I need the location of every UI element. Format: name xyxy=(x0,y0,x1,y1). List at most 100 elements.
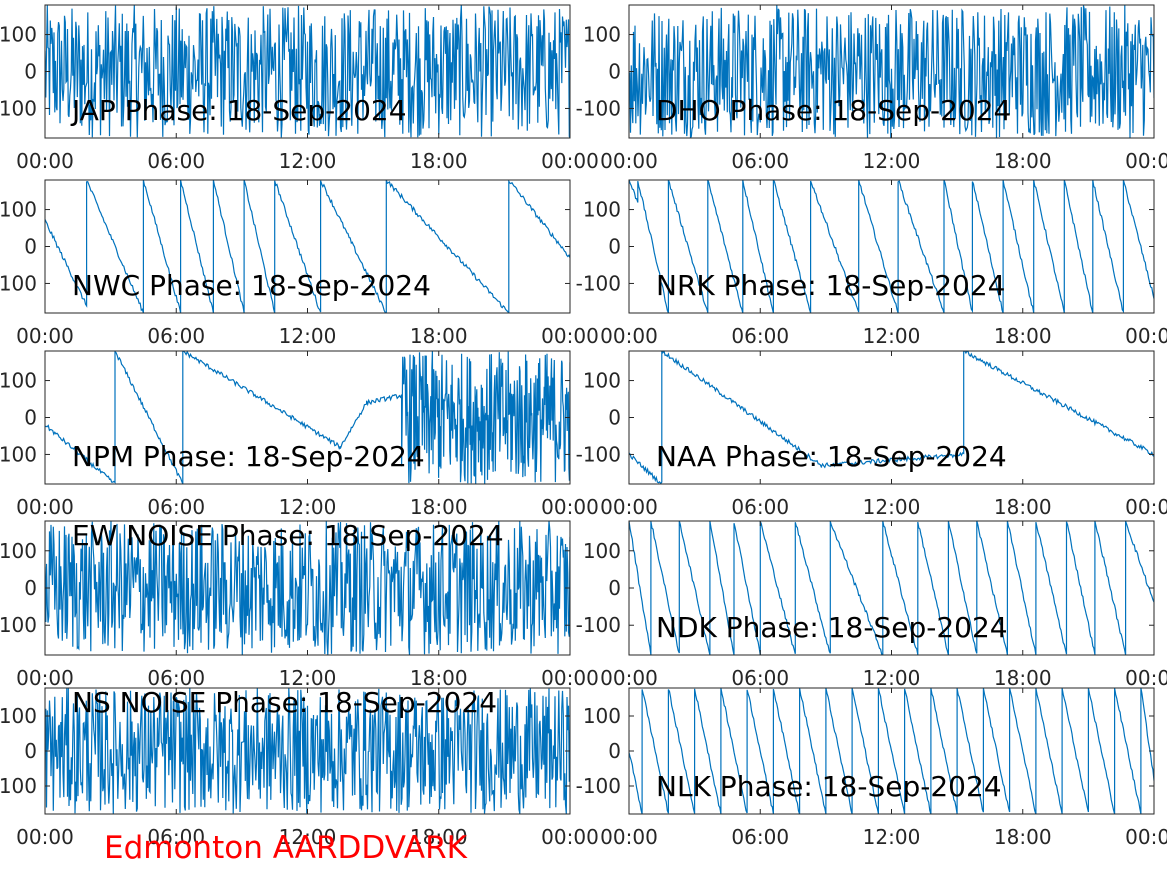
y-tick-label-3-2: -100 xyxy=(576,271,621,295)
x-tick-label-6-3: 18:00 xyxy=(410,666,468,690)
x-tick-label-0-0: 00:00 xyxy=(16,149,74,173)
y-tick-label-6-2: 100 xyxy=(0,613,37,637)
y-tick-label-4-1: 0 xyxy=(24,406,37,430)
x-tick-label-7-0: 00:00 xyxy=(600,666,658,690)
y-tick-label-2-2: 100 xyxy=(0,271,37,295)
y-tick-label-9-1: 0 xyxy=(608,739,621,763)
y-tick-label-2-1: 0 xyxy=(24,235,37,259)
y-tick-label-7-2: -100 xyxy=(576,613,621,637)
x-tick-label-5-1: 06:00 xyxy=(731,495,789,519)
panel-title-1: DHO Phase: 18-Sep-2024 xyxy=(656,94,1011,127)
x-tick-label-8-1: 06:00 xyxy=(147,825,205,849)
panel-title-0: JAP Phase: 18-Sep-2024 xyxy=(70,94,407,127)
phase-panel-9: 100 0 -100 00:00 06:00 12:00 18:00 00:00 NLK Pha… xyxy=(576,687,1167,849)
phase-trace-8 xyxy=(45,688,570,814)
x-tick-label-2-1: 06:00 xyxy=(147,324,205,348)
x-tick-label-8-2: 12:00 xyxy=(279,825,337,849)
x-tick-label-0-2: 12:00 xyxy=(279,149,337,173)
x-tick-label-3-0: 00:00 xyxy=(600,324,658,348)
x-tick-label-0-3: 18:00 xyxy=(410,149,468,173)
x-tick-label-4-1: 06:00 xyxy=(147,495,205,519)
x-tick-label-0-1: 06:00 xyxy=(147,149,205,173)
x-tick-label-3-3: 18:00 xyxy=(994,324,1052,348)
phase-panel-4: 100 0 100 00:00 06:00 12:00 18:00 00:00 NPM Phas… xyxy=(0,350,599,519)
y-tick-label-3-1: 0 xyxy=(608,235,621,259)
x-tick-label-4-4: 00:00 xyxy=(541,495,599,519)
x-tick-label-3-2: 12:00 xyxy=(863,324,921,348)
y-tick-label-5-0: 100 xyxy=(583,369,621,393)
x-tick-label-1-0: 00:00 xyxy=(600,149,658,173)
y-tick-label-8-1: 0 xyxy=(24,739,37,763)
phase-panel-5: 100 0 -100 00:00 06:00 12:00 18:00 00:00 NAA Pha… xyxy=(576,350,1167,519)
y-tick-label-8-0: 100 xyxy=(0,704,37,728)
phase-trace-1 xyxy=(629,5,1154,138)
panel-title-5: NAA Phase: 18-Sep-2024 xyxy=(656,440,1007,473)
x-tick-label-2-2: 12:00 xyxy=(279,324,337,348)
phase-trace-3 xyxy=(629,180,1154,313)
y-tick-label-7-1: 0 xyxy=(608,576,621,600)
x-tick-label-3-4: 00:00 xyxy=(1125,324,1167,348)
y-tick-label-9-0: 100 xyxy=(583,704,621,728)
x-tick-label-9-1: 06:00 xyxy=(731,825,789,849)
x-tick-label-4-0: 00:00 xyxy=(16,495,74,519)
phase-panel-1: 100 0 -100 00:00 06:00 12:00 18:00 00:00 DHO Pha… xyxy=(576,4,1167,173)
y-tick-label-0-1: 0 xyxy=(24,60,37,84)
phase-panel-3: 100 0 -100 00:00 06:00 12:00 18:00 00:00 NRK Pha… xyxy=(576,179,1167,348)
x-tick-label-7-4: 00:00 xyxy=(1125,666,1167,690)
x-tick-label-8-4: 00:00 xyxy=(541,825,599,849)
y-tick-label-7-0: 100 xyxy=(583,539,621,563)
x-tick-label-2-0: 00:00 xyxy=(16,324,74,348)
y-tick-label-2-0: 100 xyxy=(0,198,37,222)
panel-title-7: NDK Phase: 18-Sep-2024 xyxy=(656,611,1008,644)
x-tick-label-1-4: 00:00 xyxy=(1125,149,1167,173)
y-tick-label-5-1: 0 xyxy=(608,406,621,430)
phase-panel-6: 100 0 100 00:00 06:00 12:00 18:00 00:00 EW NOISE… xyxy=(0,519,599,690)
panel-title-2: NWC Phase: 18-Sep-2024 xyxy=(72,269,431,302)
x-tick-label-7-3: 18:00 xyxy=(994,666,1052,690)
y-tick-label-1-2: -100 xyxy=(576,96,621,120)
x-tick-label-1-1: 06:00 xyxy=(731,149,789,173)
x-tick-label-1-2: 12:00 xyxy=(863,149,921,173)
x-tick-label-6-2: 12:00 xyxy=(279,666,337,690)
phase-trace-6 xyxy=(45,521,570,655)
phase-trace-7 xyxy=(629,521,1154,655)
phase-trace-9 xyxy=(629,688,1154,814)
phase-trace-0 xyxy=(45,5,570,138)
y-tick-label-4-0: 100 xyxy=(0,369,37,393)
y-tick-label-6-1: 0 xyxy=(24,576,37,600)
x-tick-label-4-3: 18:00 xyxy=(410,495,468,519)
phase-trace-4 xyxy=(45,351,570,484)
x-tick-label-9-4: 00:00 xyxy=(1125,825,1167,849)
x-tick-label-7-1: 06:00 xyxy=(731,666,789,690)
y-tick-label-0-2: 100 xyxy=(0,96,37,120)
y-tick-label-5-2: -100 xyxy=(576,442,621,466)
x-tick-label-5-0: 00:00 xyxy=(600,495,658,519)
y-tick-label-1-0: 100 xyxy=(583,23,621,47)
panel-title-9: NLK Phase: 18-Sep-2024 xyxy=(656,770,1002,803)
x-tick-label-8-0: 00:00 xyxy=(16,825,74,849)
y-tick-label-3-0: 100 xyxy=(583,198,621,222)
x-tick-label-4-2: 12:00 xyxy=(279,495,337,519)
y-tick-label-8-2: 100 xyxy=(0,774,37,798)
x-tick-label-9-3: 18:00 xyxy=(994,825,1052,849)
x-tick-label-6-0: 00:00 xyxy=(16,666,74,690)
x-tick-label-9-2: 12:00 xyxy=(863,825,921,849)
y-tick-label-9-2: -100 xyxy=(576,774,621,798)
x-tick-label-1-3: 18:00 xyxy=(994,149,1052,173)
panel-title-3: NRK Phase: 18-Sep-2024 xyxy=(656,269,1005,302)
footer-label: Edmonton AARDDVARK xyxy=(104,830,468,866)
phase-panel-2: 100 0 100 00:00 06:00 12:00 18:00 00:00 NWC Phas… xyxy=(0,179,599,348)
x-tick-label-6-4: 00:00 xyxy=(541,666,599,690)
x-tick-label-7-2: 12:00 xyxy=(863,666,921,690)
y-tick-label-6-0: 100 xyxy=(0,539,37,563)
panel-title-8: NS NOISE Phase: 18-Sep-2024 xyxy=(72,686,497,719)
panel-title-4: NPM Phase: 18-Sep-2024 xyxy=(72,440,425,473)
x-tick-label-0-4: 00:00 xyxy=(541,149,599,173)
x-tick-label-2-3: 18:00 xyxy=(410,324,468,348)
x-tick-label-2-4: 00:00 xyxy=(541,324,599,348)
x-tick-label-5-2: 12:00 xyxy=(863,495,921,519)
y-tick-label-1-1: 0 xyxy=(608,60,621,84)
x-tick-label-9-0: 00:00 xyxy=(600,825,658,849)
y-tick-label-4-2: 100 xyxy=(0,442,37,466)
phase-panel-7: 100 0 -100 00:00 06:00 12:00 18:00 00:00 NDK Pha… xyxy=(576,520,1167,690)
